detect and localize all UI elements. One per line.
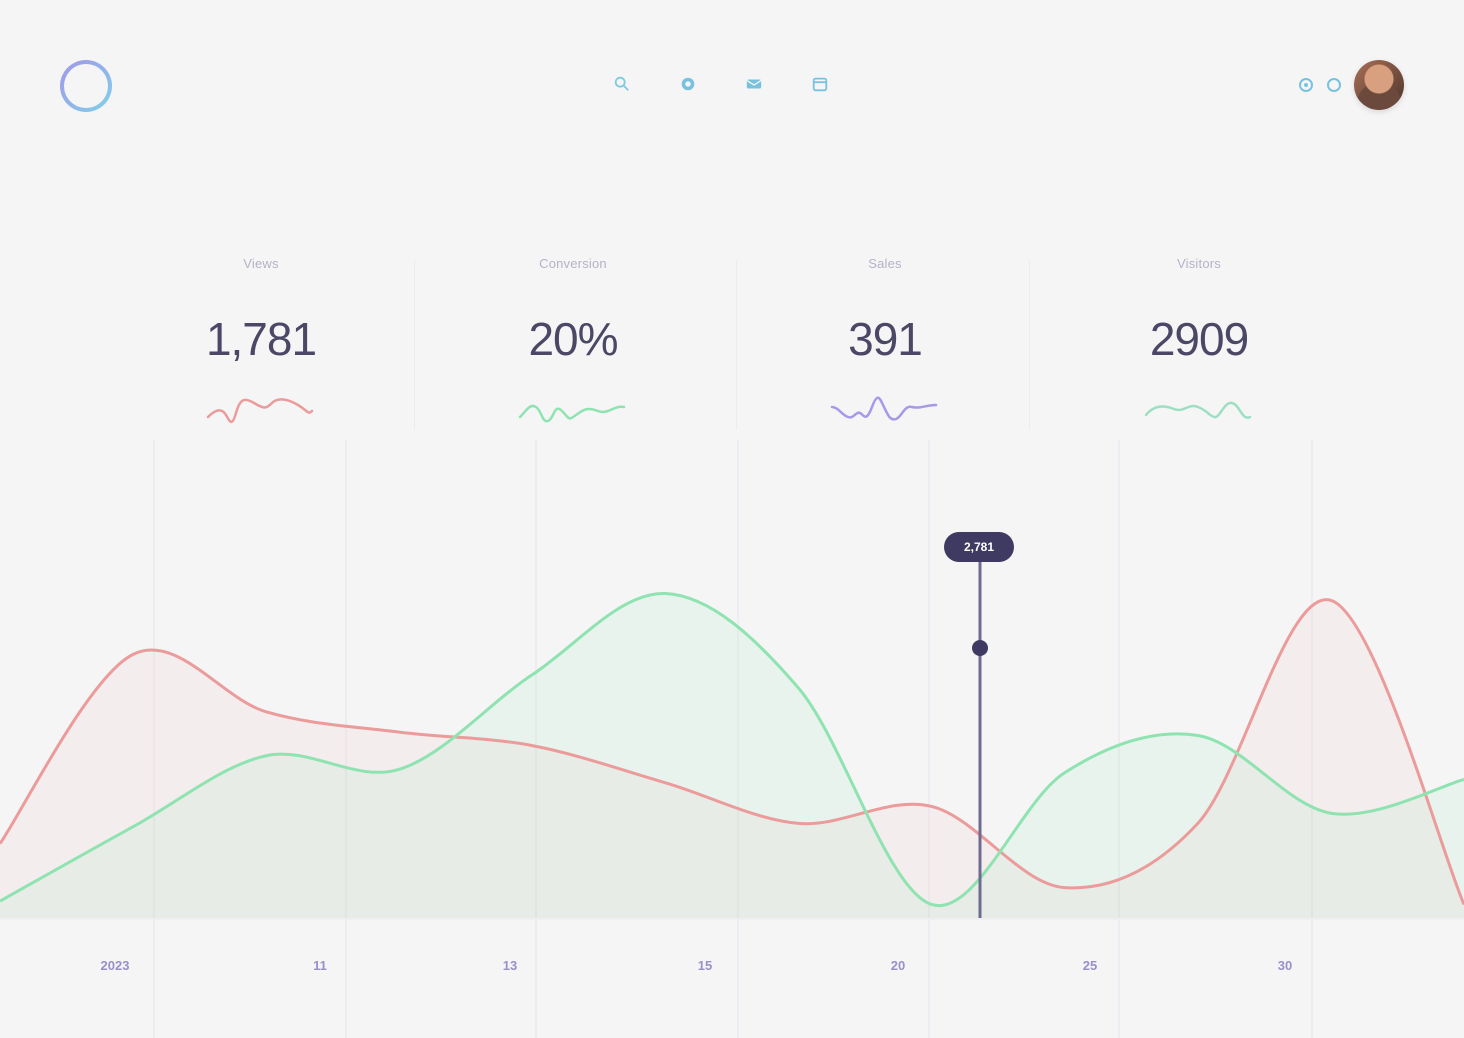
tooltip-marker-point[interactable]	[972, 640, 988, 656]
x-tick-label: 30	[1278, 958, 1292, 973]
stat-label: Visitors	[1177, 256, 1221, 271]
notification-icon[interactable]	[1326, 77, 1342, 93]
top-navigation	[612, 74, 830, 94]
x-tick-label: 20	[891, 958, 905, 973]
sparkline-visitors	[1144, 401, 1252, 419]
sparkline-sales	[830, 396, 938, 421]
search-icon[interactable]	[612, 74, 632, 94]
ring-logo-icon[interactable]	[60, 60, 112, 112]
user-avatar[interactable]	[1354, 60, 1404, 110]
stat-value: 2909	[1149, 313, 1249, 365]
stat-divider	[414, 260, 415, 430]
sparkline-views	[206, 398, 314, 424]
stats-row: Views 1,781 Conversion 20% Sales 391 Vis…	[0, 255, 1464, 435]
stat-views[interactable]: Views 1,781	[111, 255, 411, 433]
stat-label: Views	[243, 256, 279, 271]
sparkline-conversion	[518, 404, 626, 423]
series-line-1	[0, 592, 1464, 908]
stat-value: 391	[848, 313, 923, 365]
main-area-chart: 2023 11 13 15 20 25 30	[0, 430, 1464, 1038]
dashboard-icon[interactable]	[678, 74, 698, 94]
stat-visitors[interactable]: Visitors 2909	[1049, 255, 1349, 433]
stat-value: 20%	[528, 313, 618, 365]
x-tick-label: 2023	[101, 958, 130, 973]
chart-baseline	[0, 918, 1464, 920]
x-tick-label: 11	[313, 958, 327, 973]
header-actions	[1298, 60, 1404, 110]
series-line-0	[0, 598, 1464, 906]
stat-sales[interactable]: Sales 391	[735, 255, 1035, 433]
calendar-icon[interactable]	[810, 74, 830, 94]
series-area-0	[0, 599, 1464, 918]
stat-divider	[1029, 260, 1030, 430]
mail-icon[interactable]	[744, 74, 764, 94]
stat-label: Conversion	[539, 256, 607, 271]
series-area-1	[0, 593, 1464, 918]
x-tick-label: 25	[1083, 958, 1097, 973]
stat-conversion[interactable]: Conversion 20%	[423, 255, 723, 433]
chart-canvas: 2023 11 13 15 20 25 30	[0, 440, 1464, 1038]
settings-icon[interactable]	[1298, 77, 1314, 93]
stat-value: 1,781	[205, 313, 317, 365]
chart-tooltip: 2,781	[944, 532, 1014, 562]
stat-label: Sales	[868, 256, 902, 271]
x-tick-label: 15	[698, 958, 712, 973]
x-tick-label: 13	[503, 958, 517, 973]
stat-divider	[736, 260, 737, 430]
